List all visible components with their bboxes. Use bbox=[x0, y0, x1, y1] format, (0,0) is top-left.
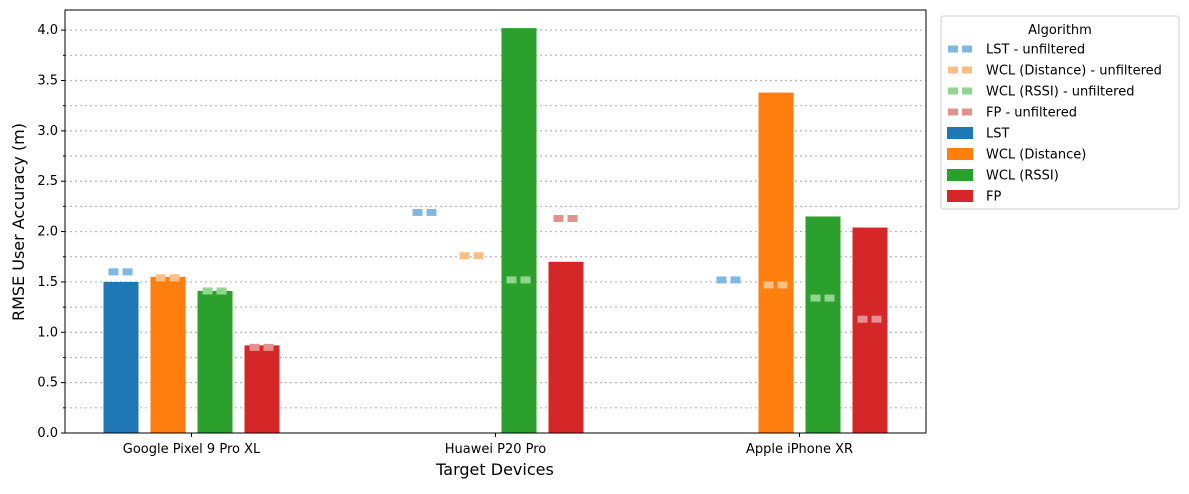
legend-label: WCL (RSSI) bbox=[986, 169, 1059, 184]
y-axis: 0.0 0.5 1.0 1.5 2.0 2.5 3.0 3.5 4.0 bbox=[37, 23, 65, 441]
unfiltered-marker bbox=[553, 214, 564, 222]
bar-wcl-distance- bbox=[150, 276, 186, 433]
x-tick-label: Apple iPhone XR bbox=[746, 442, 853, 457]
unfiltered-marker bbox=[777, 281, 788, 289]
unfiltered-marker bbox=[730, 276, 741, 284]
legend-frame bbox=[940, 15, 1180, 210]
unfiltered-marker bbox=[520, 276, 531, 284]
bar-wcl-distance- bbox=[758, 92, 794, 433]
unfiltered-marker bbox=[857, 315, 868, 323]
legend: Algorithm LST - unfiltered WCL (Distance)… bbox=[940, 15, 1180, 210]
bar-wcl-rssi- bbox=[501, 28, 537, 433]
x-tick-label: Huawei P20 Pro bbox=[445, 442, 547, 457]
bar-fp bbox=[548, 261, 584, 433]
x-axis-label: Target Devices bbox=[435, 460, 554, 479]
unfiltered-marker bbox=[169, 274, 180, 282]
unfiltered-marker bbox=[567, 214, 578, 222]
legend-swatch bbox=[962, 66, 972, 74]
unfiltered-marker bbox=[824, 294, 835, 302]
unfiltered-marker bbox=[716, 276, 727, 284]
y-tick-label: 0.0 bbox=[37, 426, 58, 441]
legend-label: WCL (Distance) - unfiltered bbox=[986, 64, 1162, 79]
unfiltered-marker bbox=[263, 343, 274, 351]
y-tick-label: 2.0 bbox=[37, 225, 58, 240]
legend-label: FP bbox=[986, 190, 1001, 205]
unfiltered-marker bbox=[473, 252, 484, 260]
legend-label: WCL (RSSI) - unfiltered bbox=[986, 85, 1134, 100]
legend-swatch bbox=[962, 87, 972, 95]
unfiltered-markers-group bbox=[108, 208, 882, 351]
legend-items: LST - unfiltered WCL (Distance) - unfilte… bbox=[947, 43, 1162, 205]
bar-fp bbox=[244, 345, 280, 433]
legend-swatch bbox=[948, 87, 958, 95]
legend-label: FP - unfiltered bbox=[986, 106, 1077, 121]
legend-label: WCL (Distance) bbox=[986, 148, 1086, 163]
legend-label: LST - unfiltered bbox=[986, 43, 1085, 58]
unfiltered-marker bbox=[216, 287, 227, 295]
grid-lines bbox=[65, 29, 926, 409]
y-tick-label: 1.0 bbox=[37, 325, 58, 340]
y-tick-label: 3.0 bbox=[37, 124, 58, 139]
y-tick-label: 3.5 bbox=[37, 74, 58, 89]
legend-swatch bbox=[962, 45, 972, 53]
unfiltered-marker bbox=[249, 343, 260, 351]
unfiltered-marker bbox=[871, 315, 882, 323]
legend-swatch bbox=[947, 148, 973, 160]
legend-title: Algorithm bbox=[1028, 23, 1092, 38]
legend-swatch bbox=[947, 127, 973, 139]
y-tick-label: 1.5 bbox=[37, 275, 58, 290]
bars-group bbox=[103, 28, 888, 433]
y-tick-label: 4.0 bbox=[37, 23, 58, 38]
unfiltered-marker bbox=[459, 252, 470, 260]
bar-lst bbox=[103, 281, 139, 433]
bar-fp bbox=[852, 227, 888, 433]
y-tick-label: 2.5 bbox=[37, 174, 58, 189]
bar-wcl-rssi- bbox=[805, 216, 841, 433]
unfiltered-marker bbox=[506, 276, 517, 284]
unfiltered-marker bbox=[412, 208, 423, 216]
x-axis: Google Pixel 9 Pro XL Huawei P20 Pro Apple… bbox=[123, 433, 853, 457]
unfiltered-marker bbox=[426, 208, 437, 216]
legend-swatch bbox=[948, 66, 958, 74]
plot-frame bbox=[64, 9, 927, 434]
legend-label: LST bbox=[986, 127, 1009, 142]
unfiltered-marker bbox=[108, 268, 119, 276]
unfiltered-marker bbox=[763, 281, 774, 289]
x-tick-label: Google Pixel 9 Pro XL bbox=[123, 442, 261, 457]
unfiltered-marker bbox=[202, 287, 213, 295]
unfiltered-marker bbox=[155, 274, 166, 282]
y-tick-label: 0.5 bbox=[37, 376, 58, 391]
unfiltered-marker bbox=[122, 268, 133, 276]
unfiltered-marker bbox=[810, 294, 821, 302]
legend-swatch bbox=[948, 45, 958, 53]
legend-swatch bbox=[948, 108, 958, 116]
legend-swatch bbox=[962, 108, 972, 116]
legend-swatch bbox=[947, 190, 973, 202]
y-axis-label: RMSE User Accuracy (m) bbox=[9, 123, 28, 321]
legend-swatch bbox=[947, 169, 973, 181]
bar-wcl-rssi- bbox=[197, 290, 233, 433]
